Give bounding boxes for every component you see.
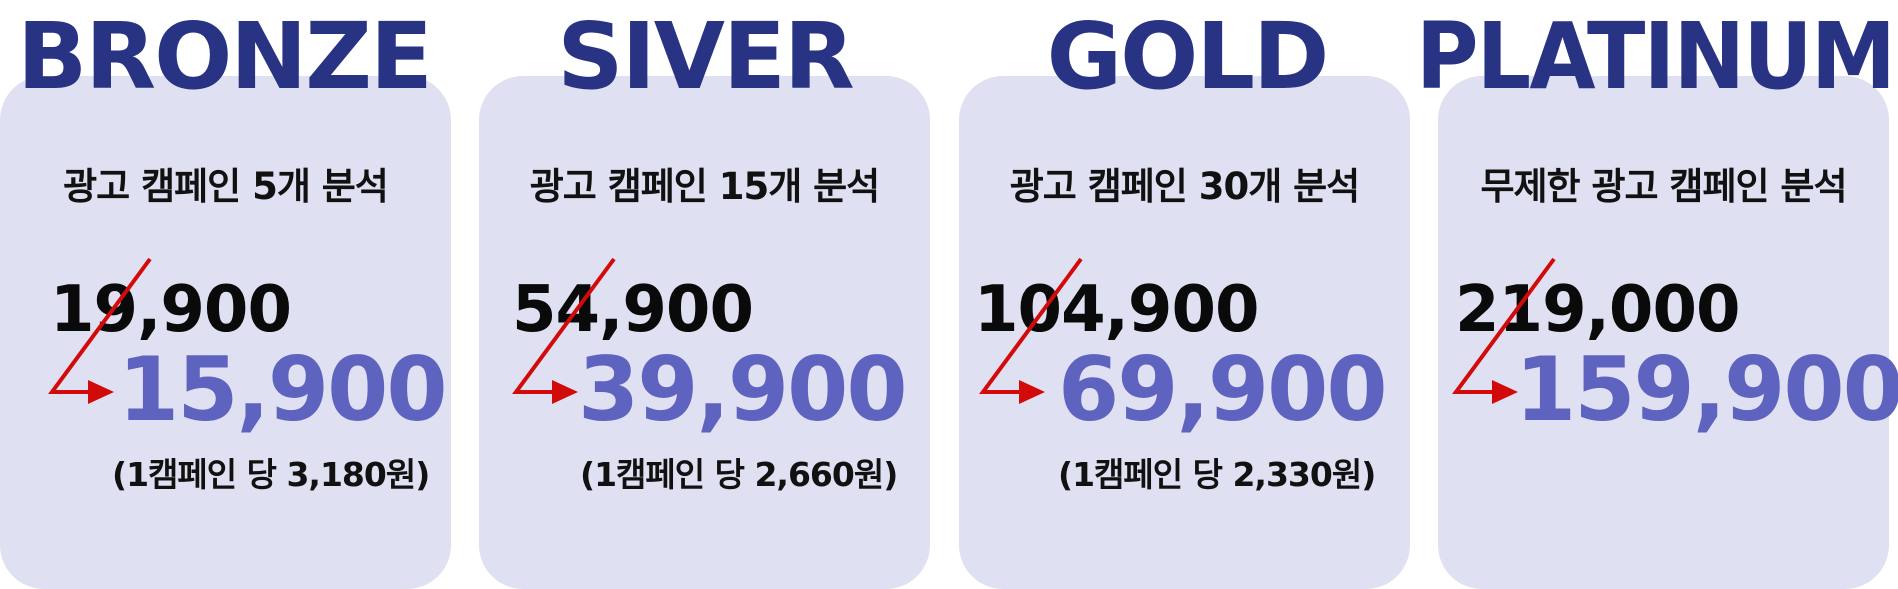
plan-description: 광고 캠페인 5개 분석: [63, 165, 389, 208]
discount-arrow-icon: [979, 257, 1083, 404]
per-campaign-price: (1캠페인 당 2,330원): [1058, 455, 1376, 494]
tier-title-platinum: PLATINUM: [1415, 3, 1896, 110]
plan-card-silver: [479, 76, 930, 589]
per-campaign-price: (1캠페인 당 2,660원): [580, 455, 898, 494]
discount-arrow-icon: [1452, 257, 1556, 404]
plan-description: 무제한 광고 캠페인 분석: [1480, 165, 1847, 208]
plan-description: 광고 캠페인 30개 분석: [1009, 165, 1360, 208]
discount-arrow-icon: [512, 257, 616, 404]
sale-price: 69,900: [1058, 338, 1388, 441]
tier-title-silver: SIVER: [557, 3, 854, 110]
tier-title-bronze: BRONZE: [17, 3, 433, 110]
sale-price: 159,900: [1515, 338, 1898, 441]
sale-price: 15,900: [118, 338, 448, 441]
plan-description: 광고 캠페인 15개 분석: [529, 165, 880, 208]
original-price: 19,900: [50, 273, 292, 347]
plan-card-bronze: [0, 76, 451, 589]
plan-card-gold: [959, 76, 1410, 589]
discount-arrow-icon: [48, 257, 152, 404]
per-campaign-price: (1캠페인 당 3,180원): [112, 455, 430, 494]
tier-title-gold: GOLD: [1046, 3, 1330, 110]
plan-card-platinum: [1438, 76, 1889, 589]
original-price: 104,900: [974, 273, 1259, 347]
sale-price: 39,900: [578, 338, 908, 441]
original-price: 54,900: [512, 273, 754, 347]
